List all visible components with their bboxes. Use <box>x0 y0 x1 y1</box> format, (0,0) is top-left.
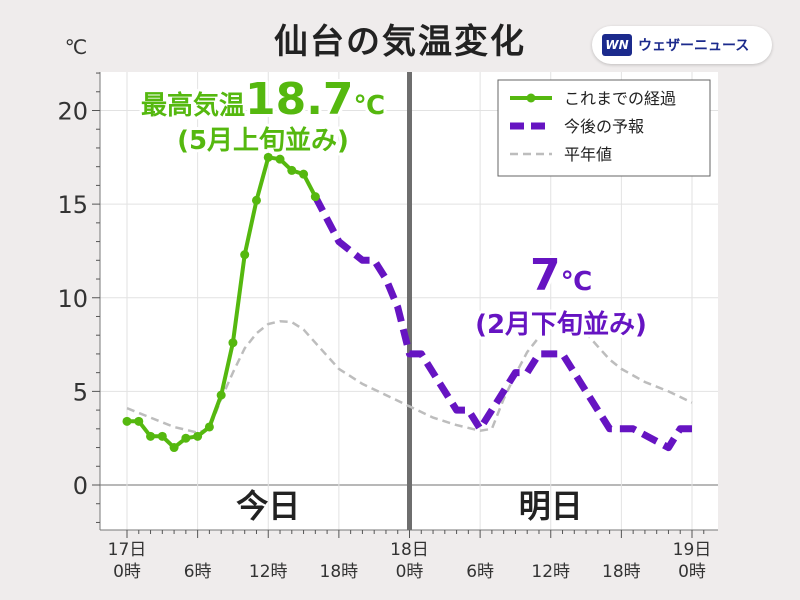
x-tick-label: 0時 <box>678 562 706 582</box>
x-tick-label: 18時 <box>320 562 359 582</box>
annotation-segment: 最高気温 <box>141 90 245 121</box>
weathernews-logo-icon: WN <box>602 34 632 56</box>
series-forecast-line <box>312 194 692 452</box>
y-tick-label: 20 <box>57 98 88 126</box>
brand-badge: WN ウェザーニュース <box>592 26 772 64</box>
y-tick-label: 10 <box>57 285 88 313</box>
observed-point <box>228 338 238 348</box>
annotation-segment: (2月下旬並み) <box>475 310 647 340</box>
day-label: 明日 <box>519 487 583 525</box>
observed-point <box>146 431 156 441</box>
observed-point <box>287 165 297 175</box>
annotation-max-today: 最高気温18.7℃(5月上旬並み) <box>138 71 388 159</box>
y-tick-label: 15 <box>57 191 88 219</box>
x-tick-label: 0時 <box>113 562 141 582</box>
observed-point <box>193 431 203 441</box>
series-normal-line <box>126 319 693 434</box>
annotation-segment: ℃ <box>561 267 592 297</box>
annotation-segment: ℃ <box>354 91 385 121</box>
y-axis-unit: ℃ <box>65 35 87 59</box>
legend-observed-marker <box>526 93 536 103</box>
legend-label: 今後の予報 <box>564 117 644 136</box>
observed-point <box>122 416 132 426</box>
x-tick-label: 12時 <box>249 562 288 582</box>
observed-point <box>251 195 261 205</box>
page-title: 仙台の気温変化 <box>274 22 526 62</box>
observed-point <box>263 152 273 162</box>
brand-name: ウェザーニュース <box>638 38 750 54</box>
x-tick-label: 18日 <box>390 540 429 560</box>
annotation-text: 7℃ <box>530 250 592 301</box>
observed-point <box>299 169 309 179</box>
legend-label: これまでの経過 <box>564 89 676 108</box>
annotation-segment: (5月上旬並み) <box>177 126 349 156</box>
observed-point <box>181 433 191 443</box>
annotation-text: 最高気温18.7℃ <box>141 74 385 125</box>
annotation-segment: 18.7 <box>245 74 354 125</box>
annotation-text: (2月下旬並み) <box>475 310 647 340</box>
legend-label: 平年値 <box>564 145 612 164</box>
x-tick-label: 0時 <box>396 562 424 582</box>
x-tick-label: 17日 <box>108 540 147 560</box>
annotation-text: (5月上旬並み) <box>177 126 349 156</box>
observed-point <box>134 416 144 426</box>
observed-points <box>122 152 320 453</box>
observed-point <box>275 154 285 164</box>
observed-point <box>240 250 250 260</box>
x-tick-label: 6時 <box>466 562 494 582</box>
observed-point <box>169 443 179 453</box>
x-tick-label: 6時 <box>184 562 212 582</box>
x-tick-label: 12時 <box>531 562 570 582</box>
observed-point <box>157 431 167 441</box>
observed-point <box>204 422 214 432</box>
annotation-segment: 7 <box>530 250 561 301</box>
y-tick-label: 0 <box>73 472 88 500</box>
x-tick-label: 19日 <box>673 540 712 560</box>
day-label: 今日 <box>236 487 300 525</box>
y-tick-label: 5 <box>73 378 88 406</box>
x-tick-label: 18時 <box>602 562 641 582</box>
observed-point <box>216 390 226 400</box>
annotation-max-tomorrow: 7℃ (2月下旬並み) <box>472 247 650 343</box>
observed-point <box>310 192 320 202</box>
